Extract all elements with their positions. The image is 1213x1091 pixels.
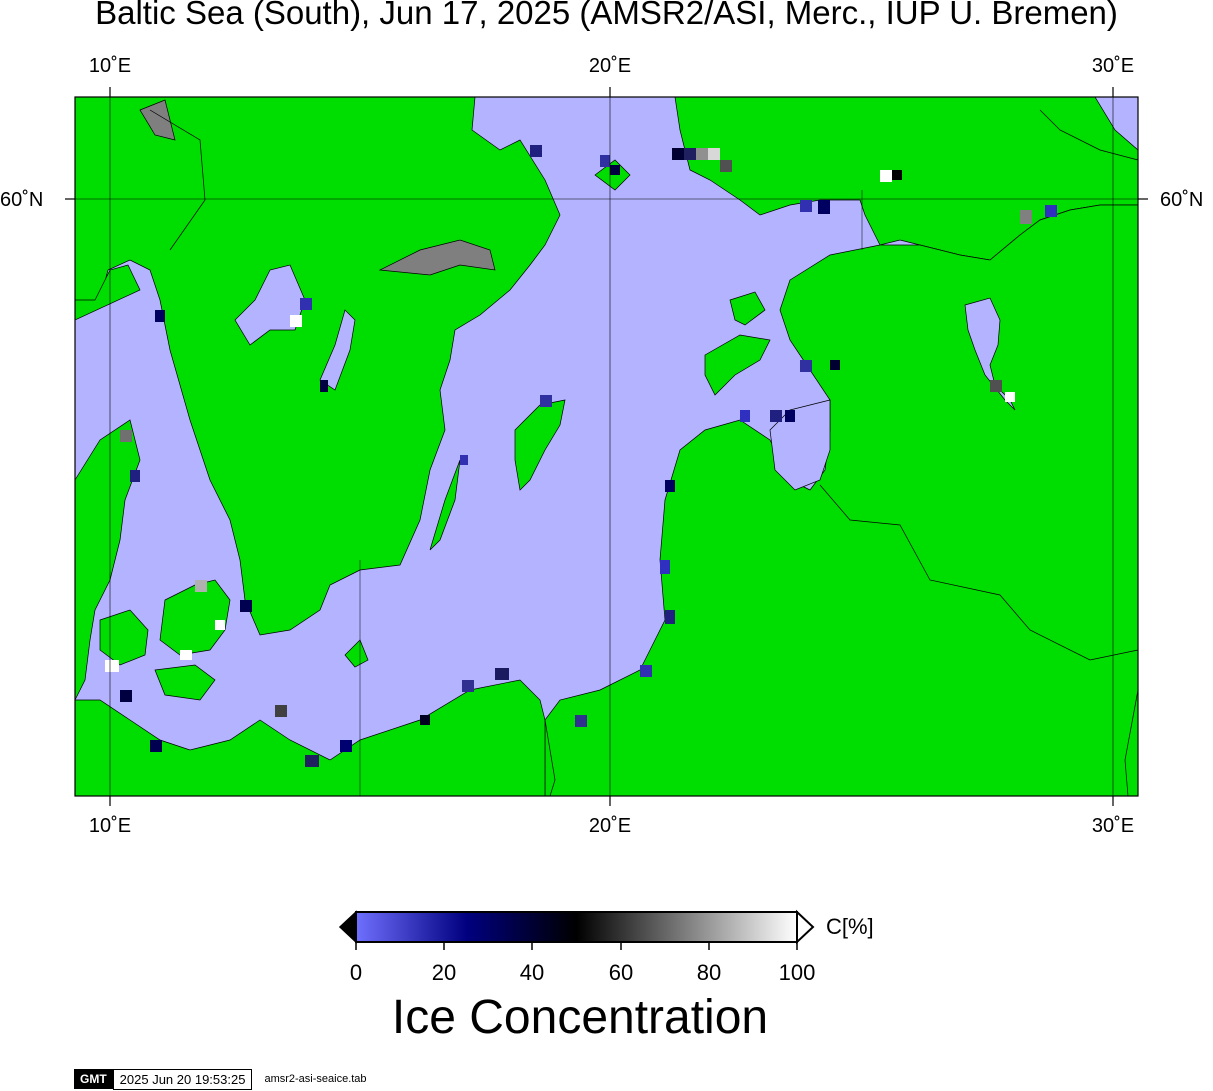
lake-malaren xyxy=(378,239,496,276)
land-lolland xyxy=(154,664,216,701)
map-title: Baltic Sea (South), Jun 17, 2025 (AMSR2/… xyxy=(95,0,1118,31)
colorbar-tick-40: 40 xyxy=(519,960,545,985)
lake-vattern xyxy=(319,309,356,391)
bottom-lon-tick-30: 30˚E xyxy=(1091,815,1135,837)
map-frame xyxy=(74,96,1139,797)
script-name: amsr2-asi-seaice.tab xyxy=(264,1073,367,1085)
land-jutland xyxy=(75,419,141,701)
gulf-of-riga xyxy=(769,399,831,491)
land-norway-coast xyxy=(75,264,141,321)
land-bornholm xyxy=(344,639,369,668)
gmt-logo: GMT xyxy=(74,1069,113,1089)
timestamp: 2025 Jun 20 19:53:25 xyxy=(112,1068,253,1090)
top-lon-tick-10: 10˚E xyxy=(88,55,132,77)
colorbar-gradient xyxy=(355,911,798,943)
left-lat-tick-60: 60˚N xyxy=(0,189,44,211)
frame-ticks xyxy=(65,87,1148,806)
colorbar-tick-60: 60 xyxy=(608,960,634,985)
land-germany-poland xyxy=(75,679,546,796)
colorbar-unit-label: C[%] xyxy=(826,914,874,939)
right-lat-tick-60: 60˚N xyxy=(1160,189,1204,211)
colorbar-tick-0: 0 xyxy=(349,960,363,985)
graticule xyxy=(75,97,1138,796)
footer: GMT 2025 Jun 20 19:53:25 amsr2-asi-seaic… xyxy=(74,1068,367,1090)
land-saaremaa xyxy=(704,334,771,396)
colorbar-low-arrow xyxy=(338,910,357,944)
map-area xyxy=(75,97,1138,796)
land-oland xyxy=(429,459,461,551)
colorbar-tick-20: 20 xyxy=(431,960,457,985)
country-borders xyxy=(149,109,1138,796)
top-lon-tick-30: 30˚E xyxy=(1091,55,1135,77)
lake-hjalmaren xyxy=(139,99,176,141)
land-hiiumaa xyxy=(729,291,766,326)
colorbar xyxy=(338,909,815,950)
land-funen xyxy=(99,609,149,666)
ice-edge-cells xyxy=(105,145,1057,767)
colorbar-tick-80: 80 xyxy=(696,960,722,985)
bottom-lon-tick-10: 10˚E xyxy=(88,815,132,837)
lake-ladoga-fragment xyxy=(1094,97,1138,151)
bottom-lon-tick-20: 20˚E xyxy=(588,815,632,837)
land-scandinavia xyxy=(75,97,561,636)
colorbar-high-arrow xyxy=(796,909,815,945)
colorbar-title: Ice Concentration xyxy=(391,991,769,1044)
colorbar-tick-100: 100 xyxy=(778,960,816,985)
top-lon-tick-20: 20˚E xyxy=(588,55,632,77)
